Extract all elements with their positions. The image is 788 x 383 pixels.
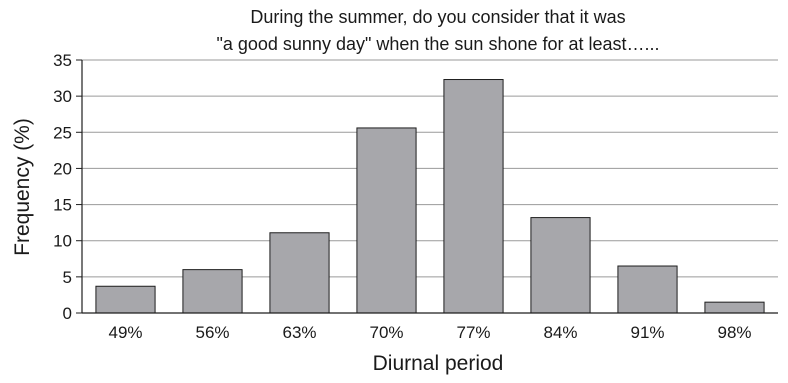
axes: [76, 59, 778, 314]
x-tick-label: 70%: [369, 323, 403, 342]
x-tick-label: 84%: [543, 323, 577, 342]
chart-title-line-2: "a good sunny day" when the sun shone fo…: [216, 34, 659, 54]
y-tick-labels: 0 5 10 15 20 25 30 35: [53, 51, 72, 323]
gridlines: [82, 59, 778, 278]
y-tick-label: 25: [53, 123, 72, 142]
y-tick-label: 5: [63, 268, 72, 287]
bar-77pct: [443, 79, 504, 314]
x-tick-labels: 49% 56% 63% 70% 77% 84% 91% 98%: [108, 323, 751, 342]
y-axis-label: Frequency (%): [11, 118, 34, 256]
y-tick-label: 10: [53, 232, 72, 251]
chart-title-line-1: During the summer, do you consider that …: [250, 7, 625, 27]
x-axis-label: Diurnal period: [373, 352, 504, 375]
y-tick-label: 15: [53, 196, 72, 215]
bar-56pct: [182, 269, 243, 314]
x-tick-label: 91%: [630, 323, 664, 342]
y-tick-label: 35: [53, 51, 72, 70]
bar-49pct: [95, 285, 156, 314]
y-tick-label: 30: [53, 87, 72, 106]
bar-84pct: [530, 217, 591, 314]
y-tick-label: 20: [53, 159, 72, 178]
bar-91pct: [617, 265, 678, 314]
bar-98pct: [704, 301, 765, 314]
x-tick-label: 56%: [195, 323, 229, 342]
bar-63pct: [269, 232, 330, 314]
y-tick-label: 0: [63, 304, 72, 323]
x-tick-label: 98%: [717, 323, 751, 342]
bar-70pct: [356, 127, 417, 314]
x-tick-label: 63%: [282, 323, 316, 342]
x-tick-label: 49%: [108, 323, 142, 342]
bars: [95, 79, 765, 314]
x-tick-label: 77%: [456, 323, 490, 342]
